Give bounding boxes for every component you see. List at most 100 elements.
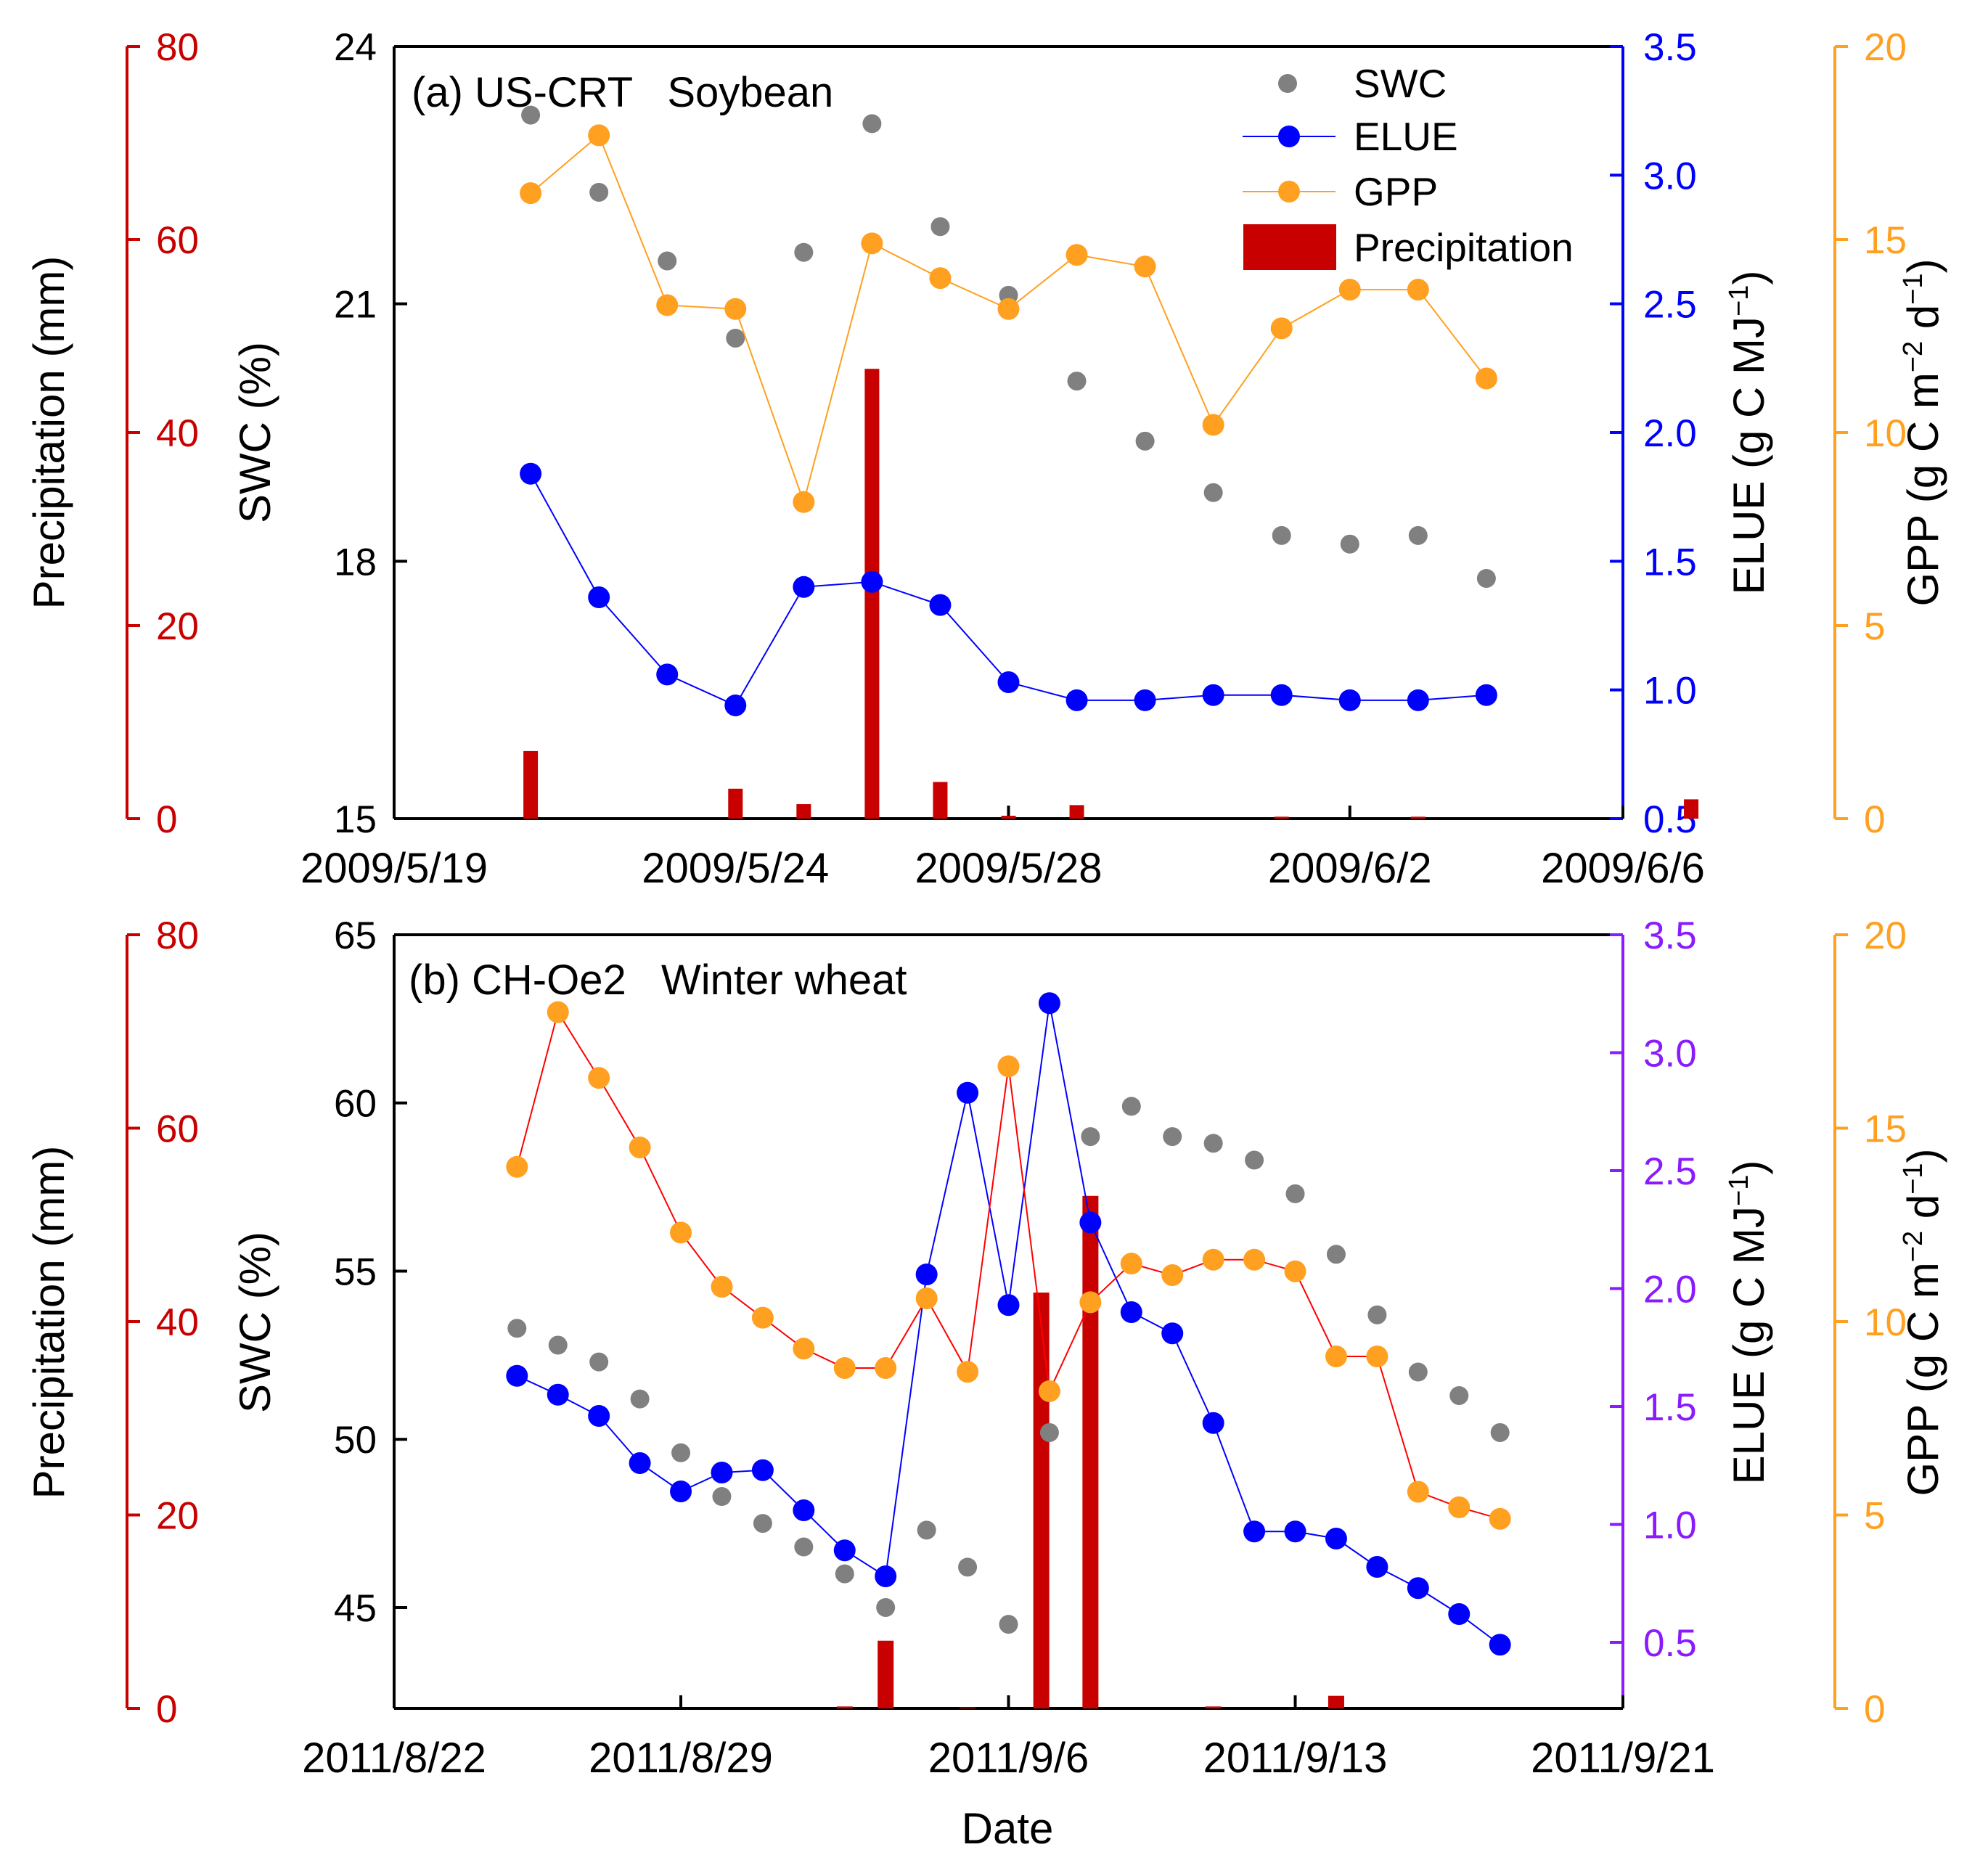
gpp-tick-label: 10 bbox=[1864, 412, 1907, 455]
series-precipitation bbox=[523, 369, 1699, 819]
gpp-point bbox=[1284, 1260, 1306, 1282]
swc-point bbox=[712, 1487, 732, 1507]
series-swc bbox=[507, 1097, 1510, 1634]
elue-axis-title-part: ) bbox=[1725, 271, 1773, 285]
swc-point bbox=[917, 1520, 936, 1540]
elue-point bbox=[1407, 689, 1429, 711]
swc-point bbox=[726, 328, 745, 348]
swc-point bbox=[658, 251, 677, 271]
gpp-point bbox=[997, 298, 1020, 320]
elue-tick-label: 3.0 bbox=[1643, 1033, 1697, 1076]
precip-bar bbox=[1205, 1706, 1222, 1708]
elue-point bbox=[1338, 689, 1361, 711]
gpp-point bbox=[1325, 1345, 1347, 1367]
swc-point bbox=[1039, 1422, 1059, 1442]
elue-tick-label: 2.0 bbox=[1643, 412, 1697, 455]
series-elue bbox=[506, 992, 1511, 1656]
gpp-axis-title-part: d bbox=[1899, 305, 1947, 341]
precip-axis-title: Precipitation (mm) bbox=[25, 1146, 73, 1499]
elue-axis-title: ELUE (g C MJ−1) bbox=[1724, 271, 1773, 595]
gpp-tick-label: 20 bbox=[1864, 914, 1907, 957]
swc-point bbox=[589, 182, 609, 202]
swc-point bbox=[1408, 525, 1428, 545]
gpp-point bbox=[1270, 317, 1293, 340]
gpp-point bbox=[793, 491, 815, 513]
series-gpp bbox=[520, 124, 1497, 513]
elue-point bbox=[588, 1405, 610, 1427]
gpp-axis-title-sup: −1 bbox=[1898, 1163, 1928, 1194]
swc-axis-title: SWC (%) bbox=[231, 342, 279, 523]
elue-point bbox=[506, 1364, 528, 1387]
x-tick-label: 2011/8/29 bbox=[589, 1735, 773, 1782]
elue-axis-title-part: ) bbox=[1725, 1160, 1773, 1175]
gpp-point bbox=[1407, 279, 1429, 301]
elue-point bbox=[1325, 1528, 1347, 1549]
elue-axis-title-sup: −1 bbox=[1724, 1175, 1754, 1206]
elue-point bbox=[1202, 1412, 1224, 1434]
gpp-tick-label: 20 bbox=[1864, 26, 1907, 69]
precip-bar bbox=[523, 750, 539, 819]
elue-tick-label: 3.5 bbox=[1643, 914, 1697, 957]
panel-a: 0 20 40 60 80 Precipitation (mm) 0 5 10 15 20 GPP (… bbox=[25, 26, 1947, 892]
gpp-line bbox=[516, 1010, 1500, 1520]
precip-bar bbox=[933, 782, 948, 819]
legend-gpp-marker bbox=[1278, 181, 1300, 202]
panel-label: (a) US-CRT Soybean bbox=[412, 69, 833, 116]
precip-bar bbox=[1001, 816, 1016, 819]
elue-tick-label: 0.5 bbox=[1643, 1622, 1697, 1665]
gpp-point bbox=[875, 1356, 897, 1379]
elue-point bbox=[1079, 1211, 1102, 1234]
gpp-point bbox=[1366, 1345, 1388, 1367]
elue-line bbox=[516, 1003, 1501, 1646]
gpp-point bbox=[1448, 1496, 1470, 1518]
gpp-tick-label: 15 bbox=[1864, 1108, 1907, 1151]
elue-point bbox=[1407, 1577, 1429, 1600]
gpp-tick-label: 0 bbox=[1864, 798, 1885, 841]
gpp-point bbox=[520, 182, 542, 205]
x-axis-title: Date bbox=[962, 1804, 1054, 1853]
elue-point bbox=[1243, 1520, 1266, 1543]
gpp-tick-label: 10 bbox=[1864, 1301, 1907, 1344]
precip-tick-label: 20 bbox=[156, 1495, 199, 1538]
x-tick-label: 2009/5/28 bbox=[915, 845, 1102, 892]
swc-point bbox=[862, 114, 882, 134]
precip-tick-label: 60 bbox=[156, 219, 199, 262]
gpp-point bbox=[1202, 414, 1224, 436]
gpp-axis-title-part: ) bbox=[1899, 1149, 1947, 1163]
precip-bar bbox=[728, 788, 743, 819]
elue-point bbox=[1366, 1556, 1388, 1578]
legend-elue-marker bbox=[1278, 126, 1300, 147]
gpp-axis-title-part: ) bbox=[1899, 259, 1947, 274]
swc-point bbox=[1272, 525, 1291, 545]
swc-point bbox=[1067, 372, 1087, 391]
gpp-point bbox=[588, 1067, 610, 1089]
swc-tick-label: 60 bbox=[334, 1083, 377, 1126]
precip-tick-label: 40 bbox=[156, 412, 199, 455]
precip-tick-label: 40 bbox=[156, 1301, 199, 1344]
panel-b: 0 20 40 60 80 Precipitation (mm) 0 5 10 15 20 GPP (… bbox=[25, 914, 1947, 1782]
elue-point bbox=[957, 1081, 979, 1104]
precip-bar bbox=[836, 1706, 853, 1708]
elue-point bbox=[793, 1499, 815, 1521]
gpp-point bbox=[1161, 1264, 1184, 1287]
elue-point bbox=[1038, 992, 1060, 1015]
gpp-point bbox=[1338, 279, 1361, 301]
swc-point bbox=[630, 1389, 650, 1409]
gpp-axis-title-sup: −2 bbox=[1898, 1231, 1928, 1262]
gpp-point bbox=[929, 267, 952, 290]
swc-point bbox=[589, 1352, 609, 1372]
gpp-point bbox=[1120, 1253, 1142, 1275]
legend-swc-marker bbox=[1278, 74, 1297, 93]
gpp-point bbox=[1407, 1481, 1429, 1503]
gpp-tick-label: 15 bbox=[1864, 219, 1907, 262]
gpp-point bbox=[656, 294, 679, 316]
series-swc bbox=[521, 105, 1496, 588]
precip-tick-label: 0 bbox=[156, 1688, 177, 1731]
swc-point bbox=[671, 1443, 691, 1462]
precip-axis-title-part: Precipitation (mm) bbox=[25, 256, 73, 610]
gpp-point bbox=[751, 1306, 774, 1329]
gpp-axis-title-part: d bbox=[1899, 1195, 1947, 1231]
swc-point bbox=[930, 217, 950, 237]
swc-point bbox=[507, 1319, 527, 1338]
